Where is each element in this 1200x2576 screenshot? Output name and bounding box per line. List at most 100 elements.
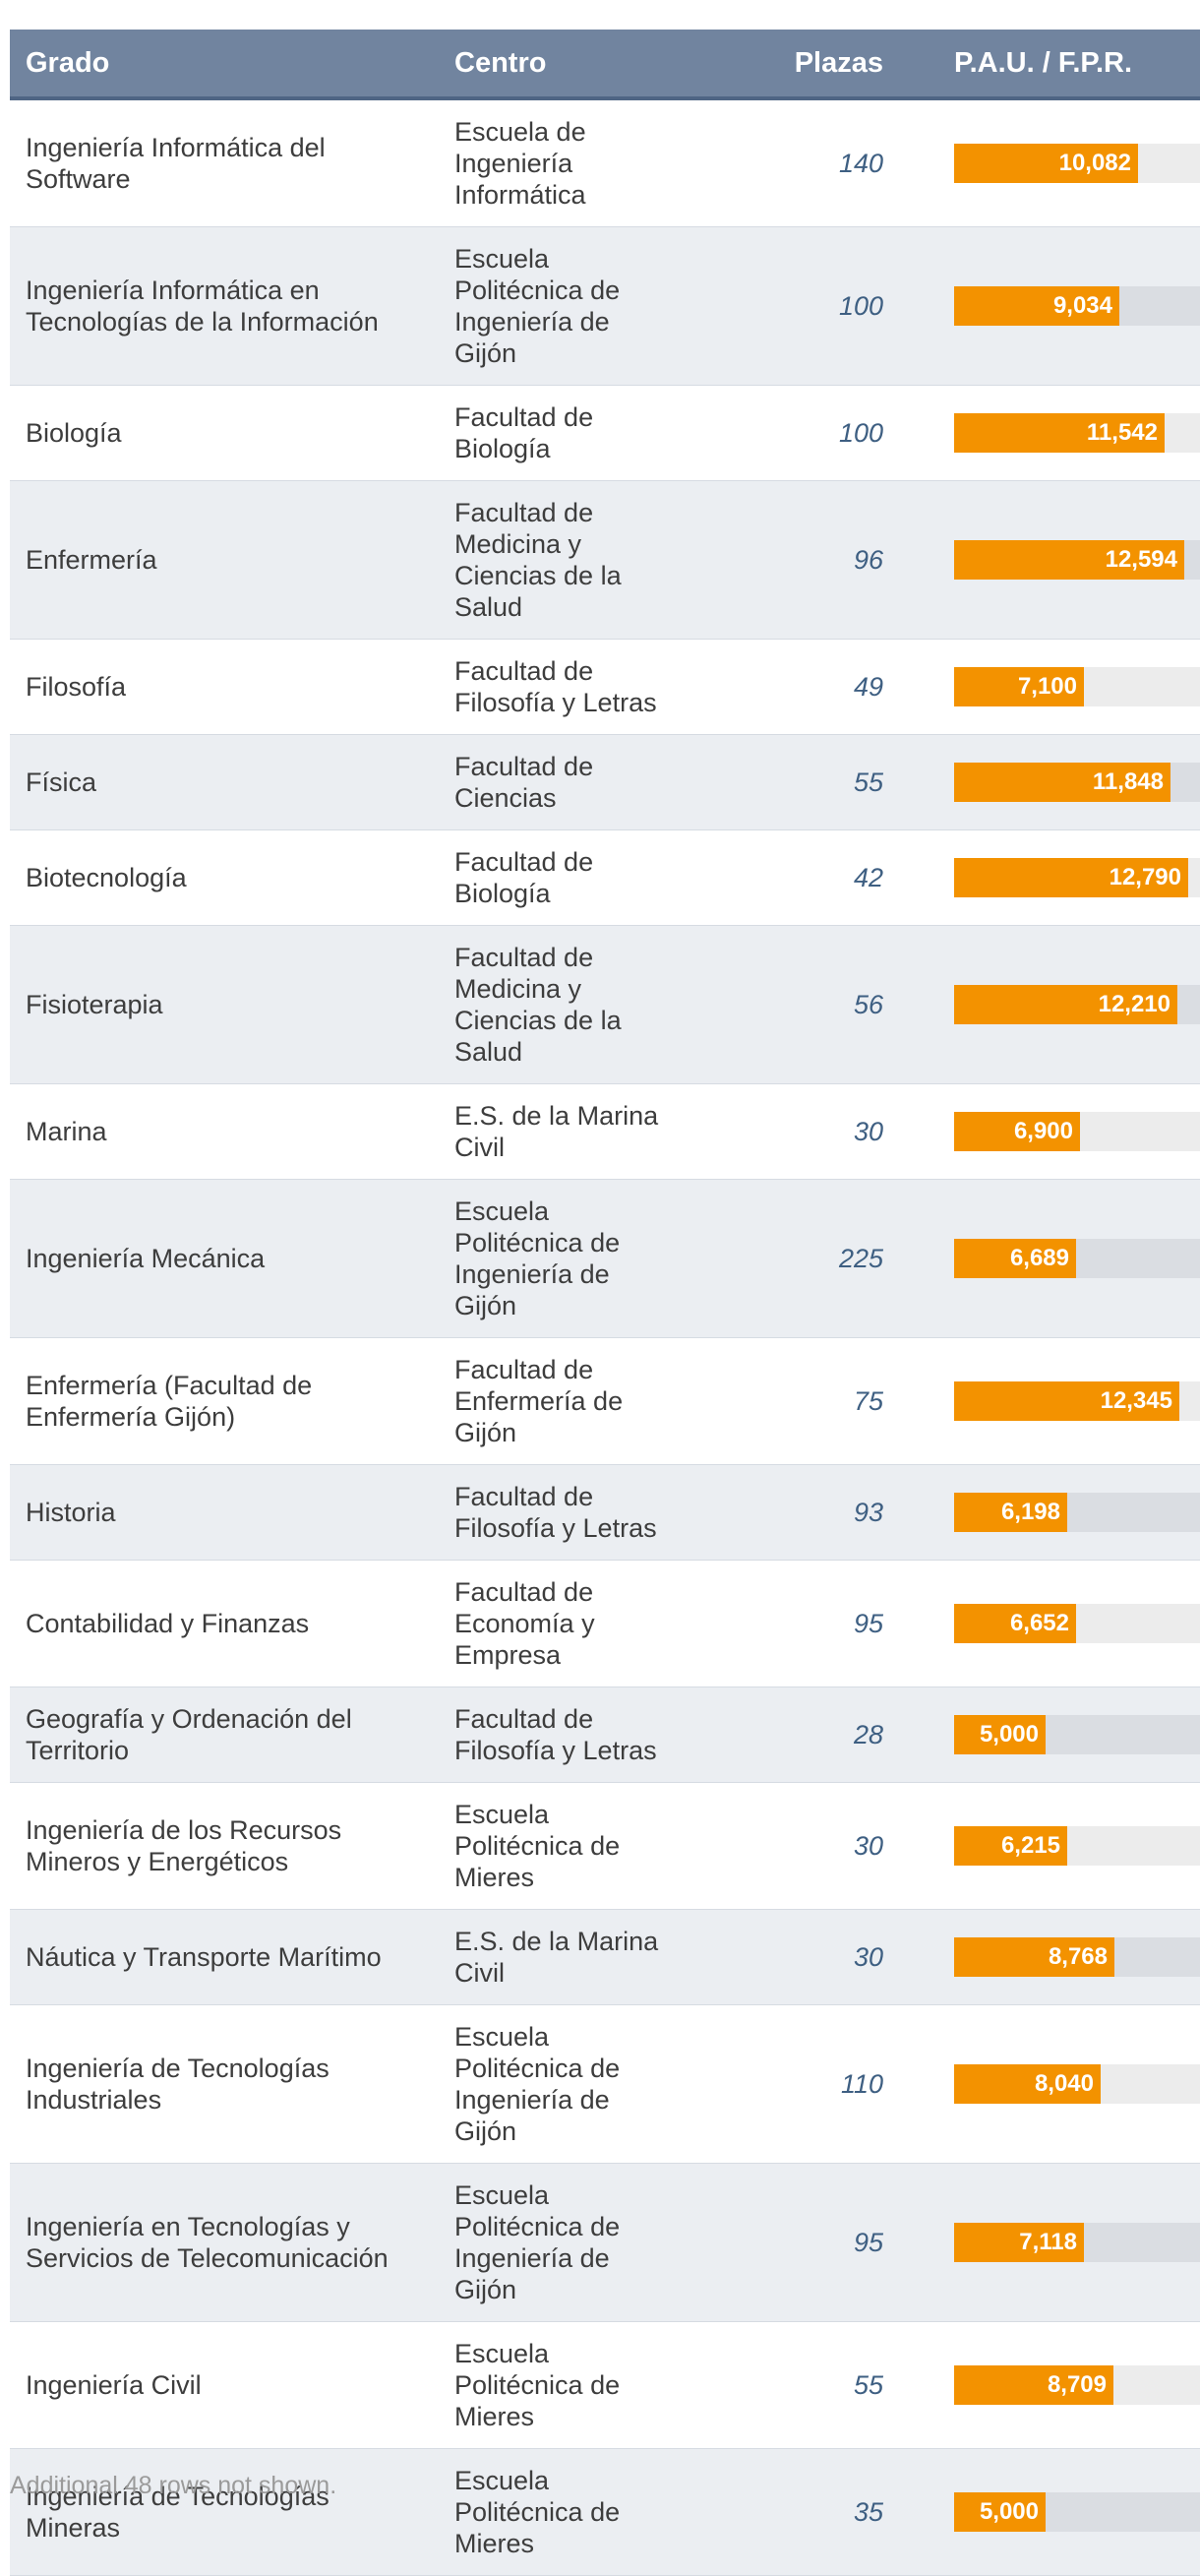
pau-bar-label: 7,118 xyxy=(1019,2229,1077,2255)
cell-grado: Náutica y Transporte Marítimo xyxy=(26,1942,382,1972)
pau-bar-track: 11,542 xyxy=(954,413,1200,453)
pau-bar: 6,198 xyxy=(954,1493,1067,1532)
cell-centro: Escuela Politécnica de Mieres xyxy=(454,2339,621,2431)
cell-centro: Escuela Politécnica de Ingeniería de Gij… xyxy=(454,1196,621,1320)
cell-grado: Geografía y Ordenación del Territorio xyxy=(26,1704,352,1765)
pau-bar: 8,709 xyxy=(954,2365,1113,2405)
cell-plazas: 30 xyxy=(853,1831,883,1861)
header-row: Grado Centro Plazas P.A.U. / F.P.R. xyxy=(10,30,1200,100)
pau-bar: 12,594 xyxy=(954,540,1184,580)
pau-bar: 7,118 xyxy=(954,2223,1084,2262)
cell-plazas: 95 xyxy=(853,1609,883,1638)
cell-pau: 5,000 xyxy=(899,1687,1200,1783)
pau-bar-label: 12,210 xyxy=(1098,991,1170,1017)
grades-table: Grado Centro Plazas P.A.U. / F.P.R. Inge… xyxy=(10,30,1200,2576)
pau-bar-track: 8,709 xyxy=(954,2365,1200,2405)
pau-bar-label: 6,198 xyxy=(1000,1499,1060,1525)
cell-pau: 8,768 xyxy=(899,1910,1200,2005)
cell-centro: Facultad de Ciencias xyxy=(454,752,594,813)
pau-bar: 11,542 xyxy=(954,413,1165,453)
pau-bar: 5,000 xyxy=(954,2492,1046,2532)
cell-centro: Escuela Politécnica de Mieres xyxy=(454,1800,621,1892)
cell-pau: 6,198 xyxy=(899,1465,1200,1561)
pau-bar-track: 12,345 xyxy=(954,1381,1200,1421)
table-row: Ingeniería en Tecnologías y Servicios de… xyxy=(10,2163,1200,2322)
cell-grado: Enfermería (Facultad de Enfermería Gijón… xyxy=(26,1371,313,1432)
pau-bar-label: 6,689 xyxy=(1009,1245,1069,1271)
cell-centro: Escuela Politécnica de Ingeniería de Gij… xyxy=(454,2180,621,2304)
column-header-grado[interactable]: Grado xyxy=(10,30,439,100)
cell-plazas: 100 xyxy=(838,418,883,448)
table-row: Ingeniería de los Recursos Mineros y Ene… xyxy=(10,1782,1200,1910)
cell-pau: 11,542 xyxy=(899,386,1200,481)
pau-bar-track: 11,848 xyxy=(954,763,1200,802)
column-header-pau[interactable]: P.A.U. / F.P.R. xyxy=(899,30,1200,100)
rows-not-shown-note: Additional 48 rows not shown. xyxy=(10,2472,337,2499)
pau-bar-label: 9,034 xyxy=(1052,292,1112,319)
cell-pau: 6,215 xyxy=(899,1783,1200,1910)
pau-bar-track: 12,594 xyxy=(954,540,1200,580)
cell-pau: 5,000 xyxy=(899,2449,1200,2576)
pau-bar-label: 5,000 xyxy=(979,1721,1039,1748)
cell-grado: Enfermería xyxy=(26,545,157,575)
cell-grado: Ingeniería de los Recursos Mineros y Ene… xyxy=(26,1815,342,1876)
pau-bar-track: 8,768 xyxy=(954,1937,1200,1977)
table-row: Ingeniería de Tecnologías Mineras Escuela… xyxy=(10,2448,1200,2576)
pau-bar: 12,790 xyxy=(954,858,1188,897)
cell-centro: Escuela Politécnica de Ingeniería de Gij… xyxy=(454,2022,621,2146)
pau-bar: 8,040 xyxy=(954,2064,1101,2104)
pau-bar: 6,652 xyxy=(954,1604,1076,1643)
cell-centro: Escuela Politécnica de Mieres xyxy=(454,2466,621,2558)
pau-bar-label: 5,000 xyxy=(979,2498,1039,2525)
cell-centro: Facultad de Medicina y Ciencias de la Sa… xyxy=(454,498,622,622)
table-row: Enfermería Facultad de Medicina y Ciencia… xyxy=(10,480,1200,640)
cell-pau: 10,082 xyxy=(899,98,1200,227)
cell-plazas: 75 xyxy=(853,1386,883,1416)
table-row: Historia Facultad de Filosofía y Letras 93… xyxy=(10,1464,1200,1561)
cell-centro: Facultad de Filosofía y Letras xyxy=(454,656,657,717)
cell-grado: Ingeniería de Tecnologías Mineras xyxy=(26,2482,330,2543)
pau-bar: 7,100 xyxy=(954,667,1084,706)
table-row: Ingeniería Informática del Software Escue… xyxy=(10,98,1200,227)
cell-centro: Facultad de Medicina y Ciencias de la Sa… xyxy=(454,943,622,1067)
pau-bar-label: 11,542 xyxy=(1086,419,1158,446)
cell-pau: 6,900 xyxy=(899,1084,1200,1180)
pau-bar: 12,345 xyxy=(954,1381,1179,1421)
table-row: Biología Facultad de Biología 100 11,542 xyxy=(10,385,1200,481)
cell-grado: Ingeniería de Tecnologías Industriales xyxy=(26,2054,330,2115)
column-header-centro[interactable]: Centro xyxy=(439,30,671,100)
cell-grado: Ingeniería Informática del Software xyxy=(26,133,326,194)
pau-bar-track: 9,034 xyxy=(954,286,1200,326)
cell-centro: E.S. de la Marina Civil xyxy=(454,1927,659,1988)
pau-bar-label: 10,082 xyxy=(1058,150,1131,176)
pau-bar-track: 8,040 xyxy=(954,2064,1200,2104)
cell-centro: Facultad de Enfermería de Gijón xyxy=(454,1355,624,1447)
cell-grado: Ingeniería Mecánica xyxy=(26,1244,266,1273)
pau-bar: 11,848 xyxy=(954,763,1170,802)
cell-plazas: 55 xyxy=(853,2370,883,2400)
pau-bar-label: 8,709 xyxy=(1047,2371,1107,2398)
column-header-plazas[interactable]: Plazas xyxy=(671,30,899,100)
pau-bar: 10,082 xyxy=(954,144,1138,183)
cell-grado: Fisioterapia xyxy=(26,990,163,1019)
cell-centro: Facultad de Filosofía y Letras xyxy=(454,1704,657,1765)
table-row: Ingeniería Mecánica Escuela Politécnica d… xyxy=(10,1179,1200,1338)
cell-pau: 7,118 xyxy=(899,2164,1200,2322)
cell-grado: Ingeniería Informática en Tecnologías de… xyxy=(26,276,379,337)
pau-bar: 6,215 xyxy=(954,1826,1067,1866)
cell-pau: 12,594 xyxy=(899,481,1200,640)
table-row: Ingeniería Civil Escuela Politécnica de M… xyxy=(10,2321,1200,2449)
cell-grado: Historia xyxy=(26,1498,116,1527)
pau-bar: 6,900 xyxy=(954,1112,1080,1151)
cell-pau: 12,790 xyxy=(899,830,1200,926)
pau-bar-label: 8,768 xyxy=(1048,1943,1108,1970)
pau-bar: 12,210 xyxy=(954,985,1177,1024)
cell-grado: Marina xyxy=(26,1117,107,1146)
cell-pau: 12,345 xyxy=(899,1338,1200,1465)
pau-bar-track: 6,900 xyxy=(954,1112,1200,1151)
pau-bar-track: 5,000 xyxy=(954,2492,1200,2532)
table-row: Física Facultad de Ciencias 55 11,848 xyxy=(10,734,1200,830)
results-table-container: Grado Centro Plazas P.A.U. / F.P.R. Inge… xyxy=(10,30,1200,2576)
pau-bar-track: 5,000 xyxy=(954,1715,1200,1754)
cell-centro: Facultad de Biología xyxy=(454,402,594,463)
